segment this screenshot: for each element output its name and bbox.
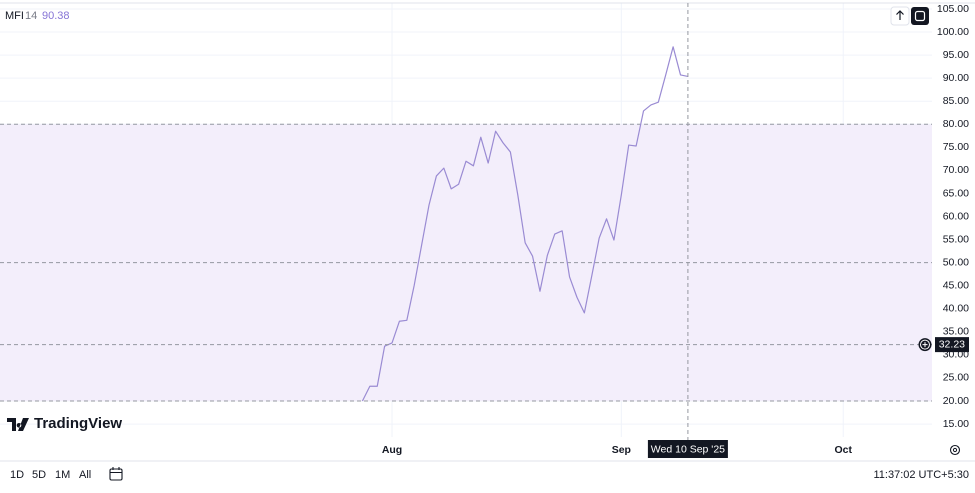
y-tick-label: 105.00 — [937, 3, 969, 15]
y-tick-label: 90.00 — [943, 72, 969, 84]
indicator-length: 14 — [25, 10, 37, 22]
y-tick-label: 100.00 — [937, 26, 969, 38]
indicator-value: 90.38 — [42, 10, 70, 22]
y-tick-label: 95.00 — [943, 49, 969, 61]
range-button[interactable]: 1D — [10, 469, 24, 481]
brand-name: TradingView — [34, 415, 122, 432]
y-tick-label: 85.00 — [943, 95, 969, 107]
maximize-icon — [914, 10, 926, 22]
settings-button[interactable] — [949, 444, 961, 456]
x-tick-label: Oct — [834, 444, 852, 456]
calendar-icon — [109, 468, 123, 481]
clock: 11:37:02 UTC+5:30 — [874, 469, 970, 481]
logo-mark — [7, 418, 29, 431]
y-tick-label: 40.00 — [943, 303, 969, 315]
y-tick-label: 70.00 — [943, 164, 969, 176]
brand-logo: TradingView — [7, 415, 122, 432]
scroll-button[interactable] — [890, 6, 910, 26]
y-tick-label: 15.00 — [943, 418, 969, 430]
y-tick-label: 75.00 — [943, 141, 969, 153]
plot — [361, 46, 689, 402]
plus-icon — [922, 342, 928, 348]
range-button[interactable]: All — [79, 469, 91, 481]
crosshair-y-label: 32.23 — [939, 338, 965, 350]
crosshair-x-label-box — [647, 440, 728, 458]
maximize-button[interactable] — [911, 7, 929, 25]
add-alert-button[interactable] — [918, 338, 932, 352]
y-tick-label: 45.00 — [943, 280, 969, 292]
bands — [0, 123, 932, 402]
series-line — [361, 46, 689, 402]
y-tick-label: 35.00 — [943, 326, 969, 338]
x-tick-label: Sep — [612, 444, 631, 456]
y-tick-label: 65.00 — [943, 187, 969, 199]
button-frame — [911, 7, 929, 25]
gear-center — [952, 447, 958, 453]
crosshair-x-label: Wed 10 Sep '25 — [651, 443, 725, 455]
range-button[interactable]: 1M — [55, 469, 70, 481]
y-tick-label: 25.00 — [943, 372, 969, 384]
axes: 15.0020.0025.0030.0035.0040.0045.0050.00… — [382, 3, 969, 456]
y-tick-label: 20.00 — [943, 395, 969, 407]
plus-icon-ring — [920, 339, 930, 350]
y-tick-label: 60.00 — [943, 210, 969, 222]
indicator-name: MFI — [5, 10, 24, 22]
y-tick-label: 55.00 — [943, 233, 969, 245]
calendar-detail — [110, 467, 122, 474]
y-tick-label: 50.00 — [943, 256, 969, 268]
crosshair-y-label-box — [935, 337, 969, 353]
arrow-icon — [896, 10, 904, 20]
calendar-button[interactable] — [109, 467, 123, 481]
range-button[interactable]: 5D — [32, 469, 46, 481]
crosshair: Wed 10 Sep '25 32.23 — [0, 3, 969, 458]
y-tick-label: 80.00 — [943, 118, 969, 130]
x-tick-label: Aug — [382, 444, 402, 456]
gear-icon — [949, 444, 961, 456]
